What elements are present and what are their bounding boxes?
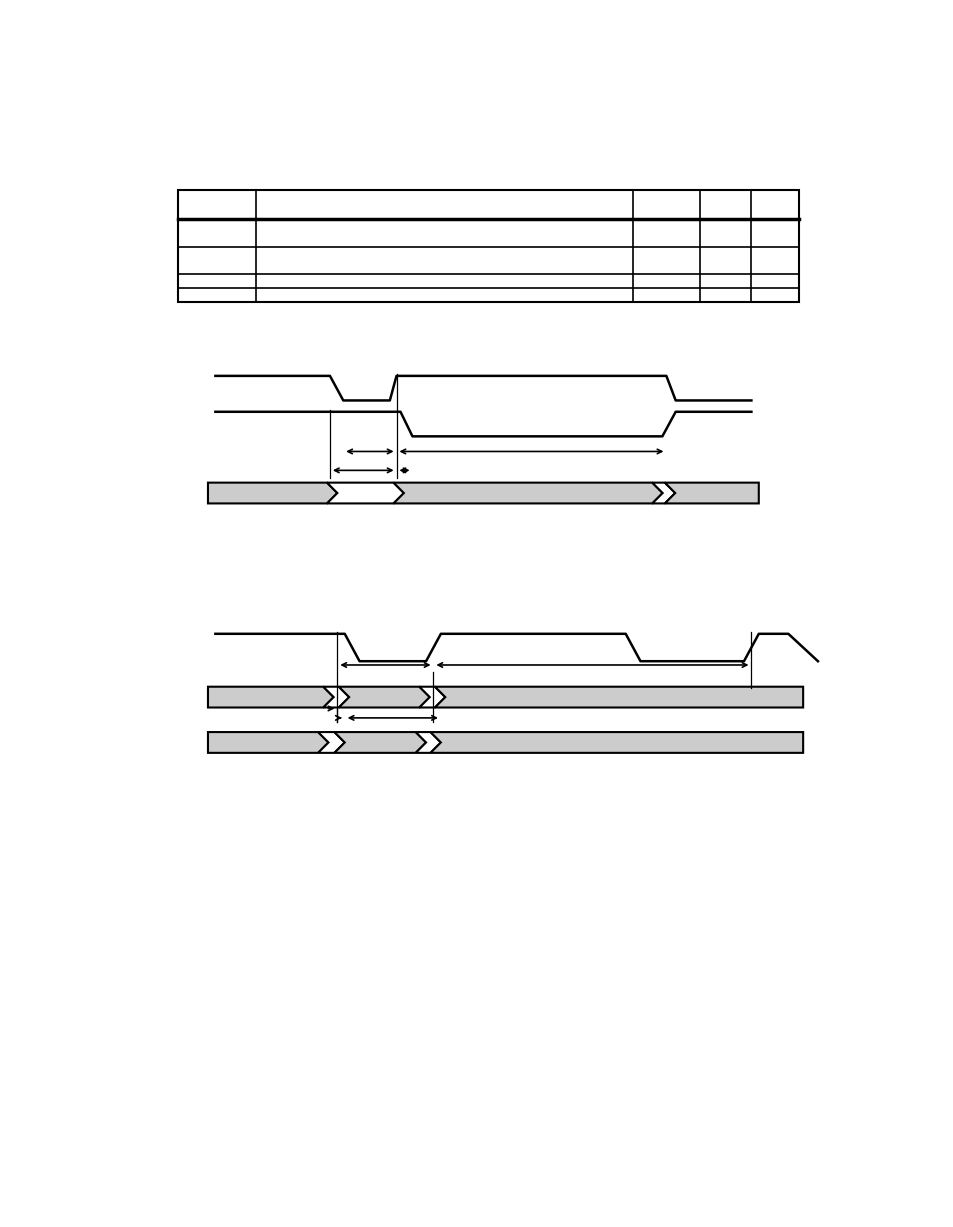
Bar [178,190,799,302]
Polygon shape [208,733,328,753]
Polygon shape [416,733,440,753]
Polygon shape [419,687,445,708]
Polygon shape [338,687,429,708]
Polygon shape [652,482,675,503]
Polygon shape [435,687,802,708]
Polygon shape [430,733,802,753]
Polygon shape [664,482,758,503]
Polygon shape [335,733,426,753]
Polygon shape [323,687,349,708]
Polygon shape [317,733,344,753]
Polygon shape [208,482,337,503]
Polygon shape [327,482,403,503]
Polygon shape [394,482,662,503]
Polygon shape [208,687,334,708]
